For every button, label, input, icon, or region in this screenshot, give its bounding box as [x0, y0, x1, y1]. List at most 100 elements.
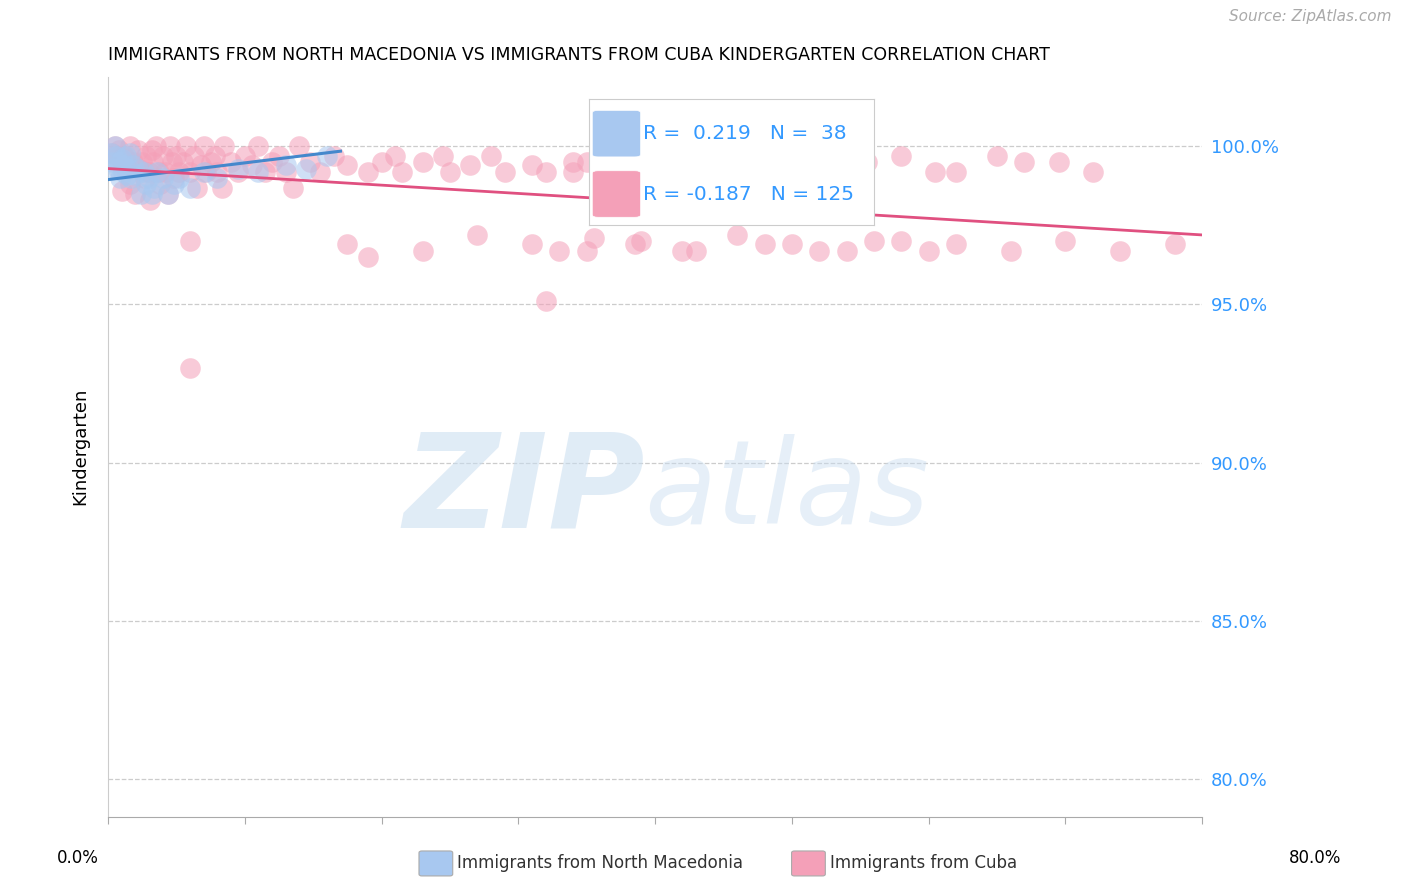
Point: [295, 161, 318, 176]
Point: [101, 145, 124, 160]
Point: [412, 155, 434, 169]
Point: [725, 227, 748, 242]
Point: [254, 165, 277, 179]
Point: [120, 171, 142, 186]
Point: [167, 165, 190, 179]
Point: [718, 155, 741, 169]
Point: [247, 165, 270, 179]
Point: [172, 155, 194, 169]
Point: [104, 139, 127, 153]
Point: [479, 149, 502, 163]
Point: [575, 244, 598, 258]
Point: [115, 168, 138, 182]
Point: [1047, 155, 1070, 169]
Point: [121, 155, 143, 169]
Point: [240, 158, 263, 172]
Point: [200, 155, 222, 169]
Point: [391, 165, 413, 179]
Point: [616, 165, 638, 179]
Point: [754, 237, 776, 252]
Point: [281, 180, 304, 194]
Point: [114, 149, 136, 163]
Point: [108, 155, 131, 169]
Point: [190, 158, 212, 172]
Point: [274, 165, 297, 179]
Point: [179, 360, 201, 375]
Point: [890, 149, 912, 163]
Point: [924, 165, 946, 179]
Point: [149, 178, 172, 192]
Point: [112, 165, 135, 179]
Point: [589, 149, 612, 163]
Point: [821, 155, 844, 169]
Point: [357, 250, 380, 264]
Point: [167, 171, 190, 186]
Point: [129, 186, 152, 201]
Point: [863, 234, 886, 248]
Point: [1081, 165, 1104, 179]
Point: [603, 155, 626, 169]
Point: [138, 165, 160, 179]
Point: [740, 165, 762, 179]
Text: ZIP: ZIP: [404, 427, 644, 555]
Point: [226, 165, 249, 179]
Point: [117, 161, 139, 176]
Point: [105, 149, 128, 163]
Text: IMMIGRANTS FROM NORTH MACEDONIA VS IMMIGRANTS FROM CUBA KINDERGARTEN CORRELATION: IMMIGRANTS FROM NORTH MACEDONIA VS IMMIG…: [108, 46, 1050, 64]
Point: [630, 234, 652, 248]
Point: [370, 155, 392, 169]
Point: [124, 168, 146, 182]
Point: [183, 149, 205, 163]
Point: [766, 165, 789, 179]
Point: [195, 165, 218, 179]
Point: [108, 143, 131, 157]
Point: [179, 180, 201, 194]
Text: Immigrants from Cuba: Immigrants from Cuba: [830, 855, 1017, 872]
Point: [135, 149, 157, 163]
Point: [117, 158, 139, 172]
Point: [520, 237, 543, 252]
Point: [534, 294, 557, 309]
Point: [637, 149, 659, 163]
Point: [623, 237, 645, 252]
Point: [152, 171, 174, 186]
Point: [322, 149, 344, 163]
Text: Source: ZipAtlas.com: Source: ZipAtlas.com: [1229, 9, 1392, 23]
Point: [124, 186, 146, 201]
Point: [890, 234, 912, 248]
Point: [107, 161, 129, 176]
Point: [134, 171, 156, 186]
Point: [233, 149, 256, 163]
Point: [548, 244, 571, 258]
Point: [1000, 244, 1022, 258]
Point: [262, 155, 284, 169]
Point: [112, 158, 135, 172]
Point: [412, 244, 434, 258]
Point: [1164, 237, 1187, 252]
Point: [267, 149, 290, 163]
Point: [103, 161, 125, 176]
Point: [121, 158, 143, 172]
Point: [139, 193, 162, 207]
Point: [111, 155, 134, 169]
Point: [357, 165, 380, 179]
Point: [713, 158, 735, 172]
Point: [288, 139, 311, 153]
Point: [439, 165, 461, 179]
Point: [141, 186, 163, 201]
Point: [247, 139, 270, 153]
Point: [162, 155, 184, 169]
Point: [658, 165, 681, 179]
Point: [138, 171, 160, 186]
Point: [1054, 234, 1077, 248]
Point: [146, 165, 169, 179]
Point: [163, 178, 186, 192]
Point: [299, 155, 322, 169]
Point: [465, 227, 488, 242]
Point: [835, 244, 858, 258]
Point: [616, 171, 638, 186]
Point: [315, 149, 337, 163]
Point: [157, 186, 180, 201]
Point: [207, 171, 229, 186]
Point: [671, 244, 693, 258]
